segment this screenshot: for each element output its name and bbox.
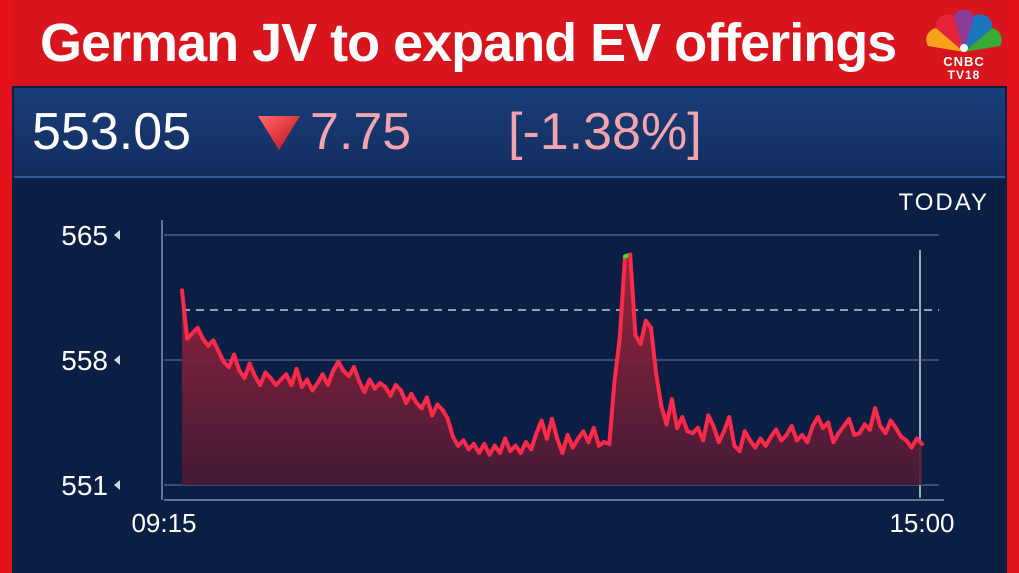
- price-line-segment: [669, 397, 680, 430]
- price-line-segment: [727, 415, 737, 448]
- y-tick-label: 551: [61, 470, 108, 501]
- price-line-segment: [232, 352, 242, 373]
- price-line-segment: [617, 254, 627, 341]
- price-line-segment: [805, 424, 815, 445]
- price-line-segment: [352, 365, 362, 384]
- headline-banner: German JV to expand EV offerings: [12, 0, 1007, 86]
- y-tick-label: 565: [61, 220, 108, 251]
- price-line-segment: [612, 336, 622, 384]
- cnbc-tv18-logo: CNBC TV18: [922, 9, 1006, 82]
- price-line-segment: [550, 416, 560, 441]
- price-line-segment: [701, 413, 711, 443]
- logo-tv18-text: TV18: [947, 68, 981, 82]
- price-line-segment: [649, 325, 659, 377]
- stock-price: 553.05: [32, 103, 192, 161]
- peacock-icon: [926, 9, 1002, 52]
- right-frame-bar: [1007, 0, 1019, 573]
- price-line-segment: [680, 415, 690, 434]
- logo-cnbc-text: CNBC: [943, 54, 985, 69]
- down-triangle-icon: [258, 116, 300, 150]
- intraday-chart: 565 558 551 TODAY 09:15 15:00: [14, 180, 1005, 573]
- chart-svg: 565 558 551 TODAY 09:15 15:00: [61, 189, 989, 538]
- price-line-segment: [607, 379, 617, 446]
- price-line-segment: [591, 425, 601, 448]
- price-line-segment: [737, 429, 747, 454]
- price-line-segment: [445, 416, 455, 439]
- period-label: TODAY: [899, 189, 989, 216]
- x-tick-label-start: 09:15: [131, 508, 196, 538]
- price-line-segment: [424, 395, 435, 418]
- headline-text: German JV to expand EV offerings: [40, 13, 897, 73]
- price-line-segment: [180, 288, 190, 341]
- price-line-segment: [503, 436, 513, 454]
- price-line-segment: [826, 420, 836, 445]
- price-line-segment: [628, 252, 638, 337]
- y-tick-marker: [114, 355, 120, 365]
- price-line-segment: [654, 372, 664, 409]
- price-area-fill: [182, 254, 922, 485]
- left-frame-bar: [0, 0, 12, 573]
- price-line-segment: [789, 424, 799, 443]
- price-line-segment: [247, 361, 257, 379]
- price-line-segment: [914, 436, 924, 446]
- price-change: 7.75: [310, 103, 412, 161]
- y-tick-marker: [114, 230, 120, 240]
- price-line-segment: [873, 406, 883, 429]
- price-change-percent: [-1.38%]: [508, 103, 702, 161]
- quote-bar: 553.05 7.75 [-1.38%]: [14, 88, 1005, 178]
- price-line-segment: [638, 318, 648, 346]
- y-tick-marker: [114, 480, 120, 490]
- y-tick-label: 558: [61, 345, 108, 376]
- price-line-segment: [294, 366, 304, 389]
- x-tick-label-end: 15:00: [889, 508, 954, 538]
- price-line-segment: [325, 368, 336, 387]
- price-line-segment: [258, 370, 268, 387]
- price-line-segment: [529, 431, 539, 452]
- price-line-segment: [847, 416, 857, 437]
